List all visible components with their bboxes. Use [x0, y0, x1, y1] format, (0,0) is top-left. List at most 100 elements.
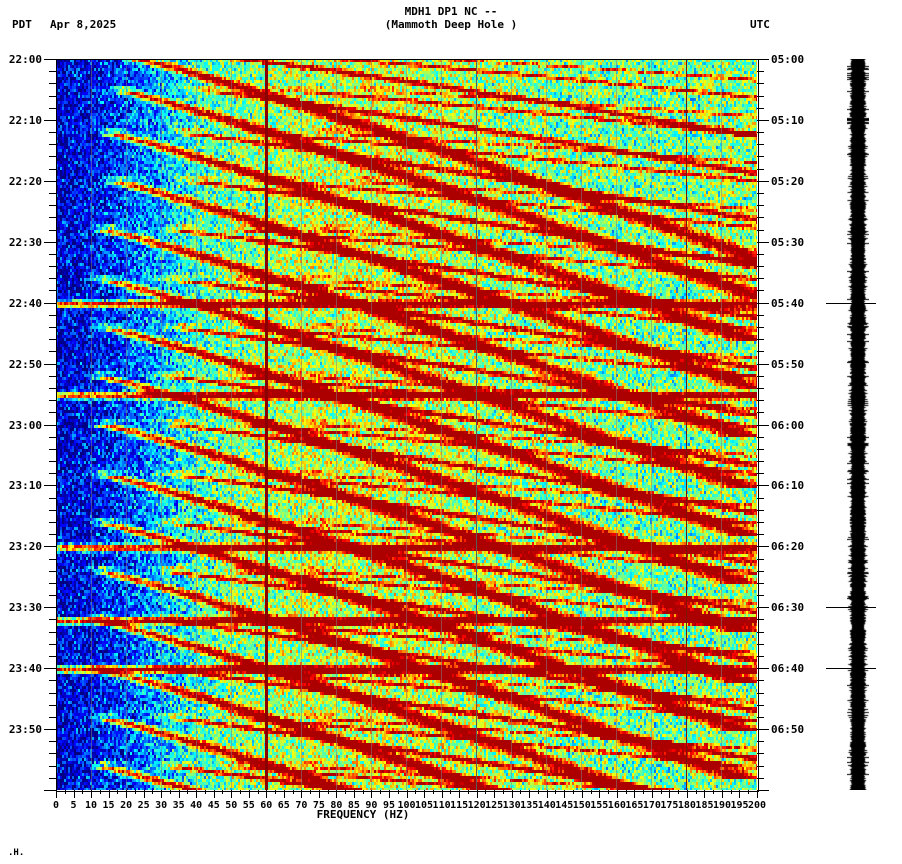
right-axis-minor-tick — [757, 449, 764, 450]
right-axis-minor-tick — [757, 510, 764, 511]
frequency-axis-label: 30 — [155, 800, 168, 811]
right-axis-major-tick — [757, 546, 769, 547]
frequency-axis-major-tick — [739, 790, 740, 798]
left-axis-minor-tick — [49, 327, 56, 328]
frequency-axis-label: 20 — [120, 800, 133, 811]
right-axis-minor-tick — [757, 193, 764, 194]
frequency-axis-label: 155 — [590, 800, 609, 811]
frequency-axis-major-tick — [564, 790, 565, 798]
right-axis-label: 06:40 — [771, 662, 805, 676]
frequency-axis-minor-tick — [135, 790, 136, 794]
right-axis-minor-tick — [757, 278, 764, 279]
left-axis-label: 23:10 — [8, 479, 42, 493]
frequency-axis-minor-tick — [275, 790, 276, 794]
frequency-axis-major-tick — [529, 790, 530, 798]
right-axis-minor-tick — [757, 388, 764, 389]
frequency-axis-minor-tick — [222, 790, 223, 794]
right-axis-major-tick — [757, 181, 769, 182]
frequency-axis-label: 180 — [677, 800, 696, 811]
left-axis-minor-tick — [49, 766, 56, 767]
trace-tick-line — [826, 607, 876, 608]
right-axis-minor-tick — [757, 778, 764, 779]
right-axis-minor-tick — [757, 522, 764, 523]
frequency-axis-major-tick — [389, 790, 390, 798]
left-axis-minor-tick — [49, 412, 56, 413]
frequency-axis-label: 145 — [555, 800, 574, 811]
frequency-axis-minor-tick — [591, 790, 592, 794]
right-axis-minor-tick — [757, 595, 764, 596]
left-axis-minor-tick — [49, 705, 56, 706]
frequency-axis-major-tick — [652, 790, 653, 798]
frequency-axis-label: 10 — [85, 800, 98, 811]
right-axis-minor-tick — [757, 156, 764, 157]
frequency-axis-label: 110 — [432, 800, 451, 811]
frequency-axis-label: 15 — [102, 800, 115, 811]
left-axis-minor-tick — [49, 205, 56, 206]
left-axis-minor-tick — [49, 388, 56, 389]
left-axis-minor-tick — [49, 473, 56, 474]
frequency-axis-label: 75 — [312, 800, 325, 811]
left-axis-label: 22:30 — [8, 235, 42, 249]
frequency-axis-label: 80 — [330, 800, 343, 811]
right-axis-minor-tick — [757, 656, 764, 657]
timezone-label-left: PDT — [12, 18, 32, 31]
left-axis-minor-tick — [49, 741, 56, 742]
frequency-axis-label: 140 — [537, 800, 556, 811]
left-axis-minor-tick — [49, 498, 56, 499]
right-axis-minor-tick — [757, 96, 764, 97]
left-axis-minor-tick — [49, 717, 56, 718]
frequency-axis-minor-tick — [468, 790, 469, 794]
frequency-axis-major-tick — [231, 790, 232, 798]
left-axis-minor-tick — [49, 108, 56, 109]
helicorder-trace-strip[interactable] — [847, 59, 869, 790]
right-axis-major-tick — [757, 790, 769, 791]
frequency-axis-label: 40 — [190, 800, 203, 811]
frequency-axis-label: 120 — [467, 800, 486, 811]
frequency-axis-minor-tick — [310, 790, 311, 794]
right-axis-minor-tick — [757, 461, 764, 462]
frequency-axis-major-tick — [266, 790, 267, 798]
frequency-axis-label: 95 — [382, 800, 395, 811]
right-axis-minor-tick — [757, 680, 764, 681]
frequency-axis-minor-tick — [363, 790, 364, 794]
frequency-axis-label: 190 — [712, 800, 731, 811]
right-axis-label: 05:50 — [771, 357, 805, 371]
frequency-axis-major-tick — [109, 790, 110, 798]
frequency-axis-minor-tick — [713, 790, 714, 794]
frequency-axis-minor-tick — [608, 790, 609, 794]
frequency-axis-minor-tick — [82, 790, 83, 794]
frequency-axis-major-tick — [634, 790, 635, 798]
left-axis-minor-tick — [49, 656, 56, 657]
frequency-axis-label: 170 — [642, 800, 661, 811]
right-axis-minor-tick — [757, 169, 764, 170]
right-axis-minor-tick — [757, 108, 764, 109]
left-axis-major-tick — [44, 668, 56, 669]
left-axis-minor-tick — [49, 351, 56, 352]
right-axis-minor-tick — [757, 534, 764, 535]
right-axis-minor-tick — [757, 217, 764, 218]
frequency-axis-major-tick — [459, 790, 460, 798]
frequency-axis-label: 125 — [485, 800, 504, 811]
frequency-axis-major-tick — [371, 790, 372, 798]
frequency-axis-minor-tick — [696, 790, 697, 794]
left-axis-minor-tick — [49, 619, 56, 620]
frequency-axis-label: 70 — [295, 800, 308, 811]
frequency-axis-label: 5 — [70, 800, 77, 811]
spectrogram-plot[interactable] — [56, 59, 757, 790]
frequency-axis-minor-tick — [433, 790, 434, 794]
right-axis-minor-tick — [757, 693, 764, 694]
frequency-axis-minor-tick — [748, 790, 749, 794]
frequency-axis-label: 90 — [365, 800, 378, 811]
right-axis-minor-tick — [757, 230, 764, 231]
left-axis-minor-tick — [49, 339, 56, 340]
left-axis-minor-tick — [49, 680, 56, 681]
left-axis-minor-tick — [49, 376, 56, 377]
frequency-axis-major-tick — [669, 790, 670, 798]
right-axis-minor-tick — [757, 315, 764, 316]
left-axis-minor-tick — [49, 437, 56, 438]
left-axis-minor-tick — [49, 266, 56, 267]
spectrogram-canvas[interactable] — [56, 59, 757, 790]
frequency-axis-major-tick — [319, 790, 320, 798]
frequency-axis-minor-tick — [345, 790, 346, 794]
left-axis-label: 23:30 — [8, 601, 42, 615]
